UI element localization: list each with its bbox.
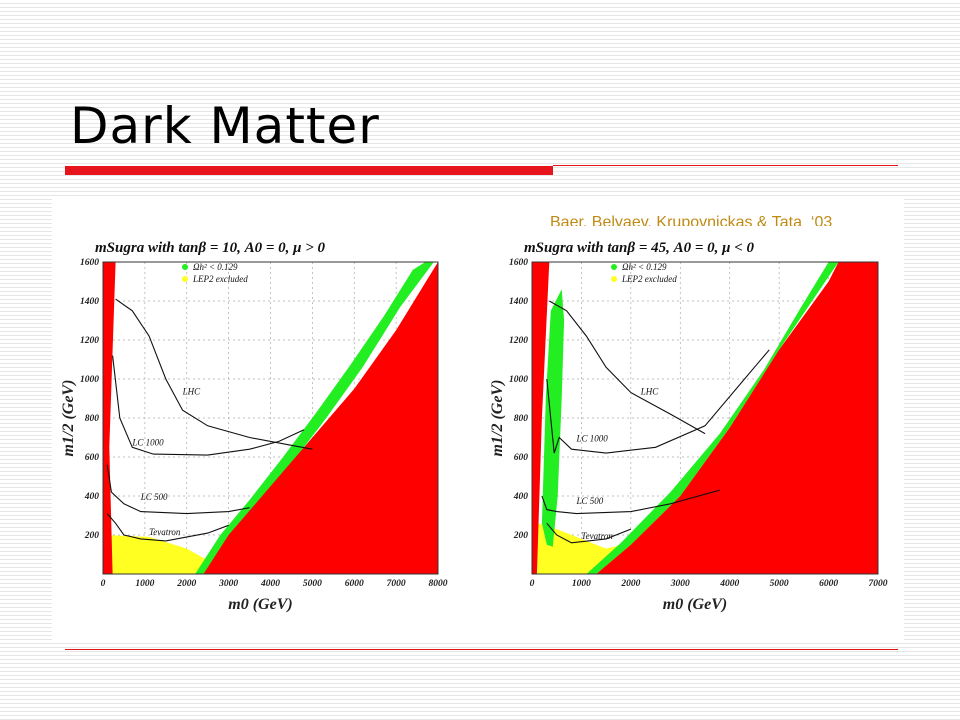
x-axis-label: m0 (GeV) [228,596,292,613]
relic-density-band [586,262,839,574]
y-tick-label: 1400 [80,297,99,307]
y-tick-label: 1200 [509,336,528,346]
y-tick-label: 800 [514,414,529,424]
y-axis-label: m1/2 (GeV) [60,380,77,457]
curve-label: Tevatron [149,527,181,537]
plot-title: mSugra with tanβ = 10, A0 = 0, μ > 0 [95,240,326,256]
y-tick-label: 1600 [80,258,99,268]
legend-swatch [611,264,617,270]
x-tick-label: 5000 [770,579,789,589]
legend-label: Ωh² < 0.129 [622,262,667,272]
x-tick-label: 1000 [135,579,154,589]
x-axis-label: m0 (GeV) [663,596,727,613]
plot-title: mSugra with tanβ = 45, A0 = 0, μ < 0 [524,240,755,256]
curve-label: LC 1000 [131,437,164,447]
x-tick-label: 4000 [260,579,280,589]
legend-swatch [611,276,617,282]
x-tick-label: 2000 [620,579,640,589]
y-tick-label: 1600 [509,258,528,268]
reach-curve-lc-500 [106,464,250,515]
x-tick-label: 4000 [719,579,739,589]
footer-rule-line [65,649,898,650]
relic-density-band [195,262,434,574]
plot-frame [531,261,879,575]
title-rule-line [553,165,898,166]
y-tick-label: 200 [84,531,100,541]
x-tick-label: 3000 [218,579,238,589]
y-tick-label: 600 [85,453,100,463]
x-tick-label: 8000 [429,579,448,589]
legend-label: LEP2 excluded [621,274,677,284]
legend-label: LEP2 excluded [192,274,248,284]
theory-excluded-region-right [596,262,878,574]
y-tick-label: 400 [513,492,529,502]
lep2-excluded-region [103,535,217,574]
y-tick-label: 400 [84,492,100,502]
y-tick-label: 1200 [80,336,99,346]
x-tick-label: 1000 [572,579,591,589]
x-tick-label: 3000 [670,579,690,589]
theory-excluded-region-left [532,262,550,574]
x-tick-label: 6000 [819,579,838,589]
y-tick-label: 200 [513,531,529,541]
curve-label: LC 500 [140,492,168,502]
x-tick-label: 2000 [176,579,196,589]
plot-frame [102,261,439,575]
reach-curve-lhc [115,298,313,450]
x-tick-label: 7000 [387,579,406,589]
y-axis-label: m1/2 (GeV) [489,380,506,457]
x-tick-label: 6000 [345,579,364,589]
legend-swatch [182,276,188,282]
reach-curve-lc-1000 [546,349,770,454]
title-accent-bar [65,166,553,175]
x-tick-label: 0 [101,579,106,589]
curve-label: LC 500 [575,496,603,506]
y-tick-label: 800 [85,414,100,424]
legend-swatch [182,264,188,270]
y-tick-label: 1000 [80,375,99,385]
x-tick-label: 5000 [303,579,322,589]
reach-curve-tevatron [546,522,632,544]
y-tick-label: 1400 [509,297,528,307]
theory-excluded-region-left [103,262,116,574]
legend-label: Ωh² < 0.129 [193,262,238,272]
theory-excluded-region-right [203,262,438,574]
curve-label: LHC [640,387,660,397]
curve-label: Tevatron [581,531,613,541]
reach-curve-tevatron [106,513,229,542]
reach-curve-lhc [549,300,706,435]
reach-curve-lc-1000 [112,355,305,456]
y-tick-label: 1000 [509,375,528,385]
curve-label: LHC [182,387,202,397]
reach-curve-lc-500 [541,489,720,515]
slide-title: Dark Matter [70,97,380,155]
plot-tanbeta-45: LHC LC 1000 LC 500 Tevatron 0 1000 2000 3000 400… [470,226,890,621]
x-tick-label: 0 [530,579,535,589]
curve-label: LC 1000 [575,433,608,443]
plot-tanbeta-10: LHC LC 1000 LC 500 Tevatron 0 1000 2000 3000 400… [58,226,458,621]
x-tick-label: 7000 [869,579,888,589]
y-tick-label: 600 [514,453,529,463]
lep2-excluded-region [532,449,720,574]
relic-density-funnel [541,289,565,547]
